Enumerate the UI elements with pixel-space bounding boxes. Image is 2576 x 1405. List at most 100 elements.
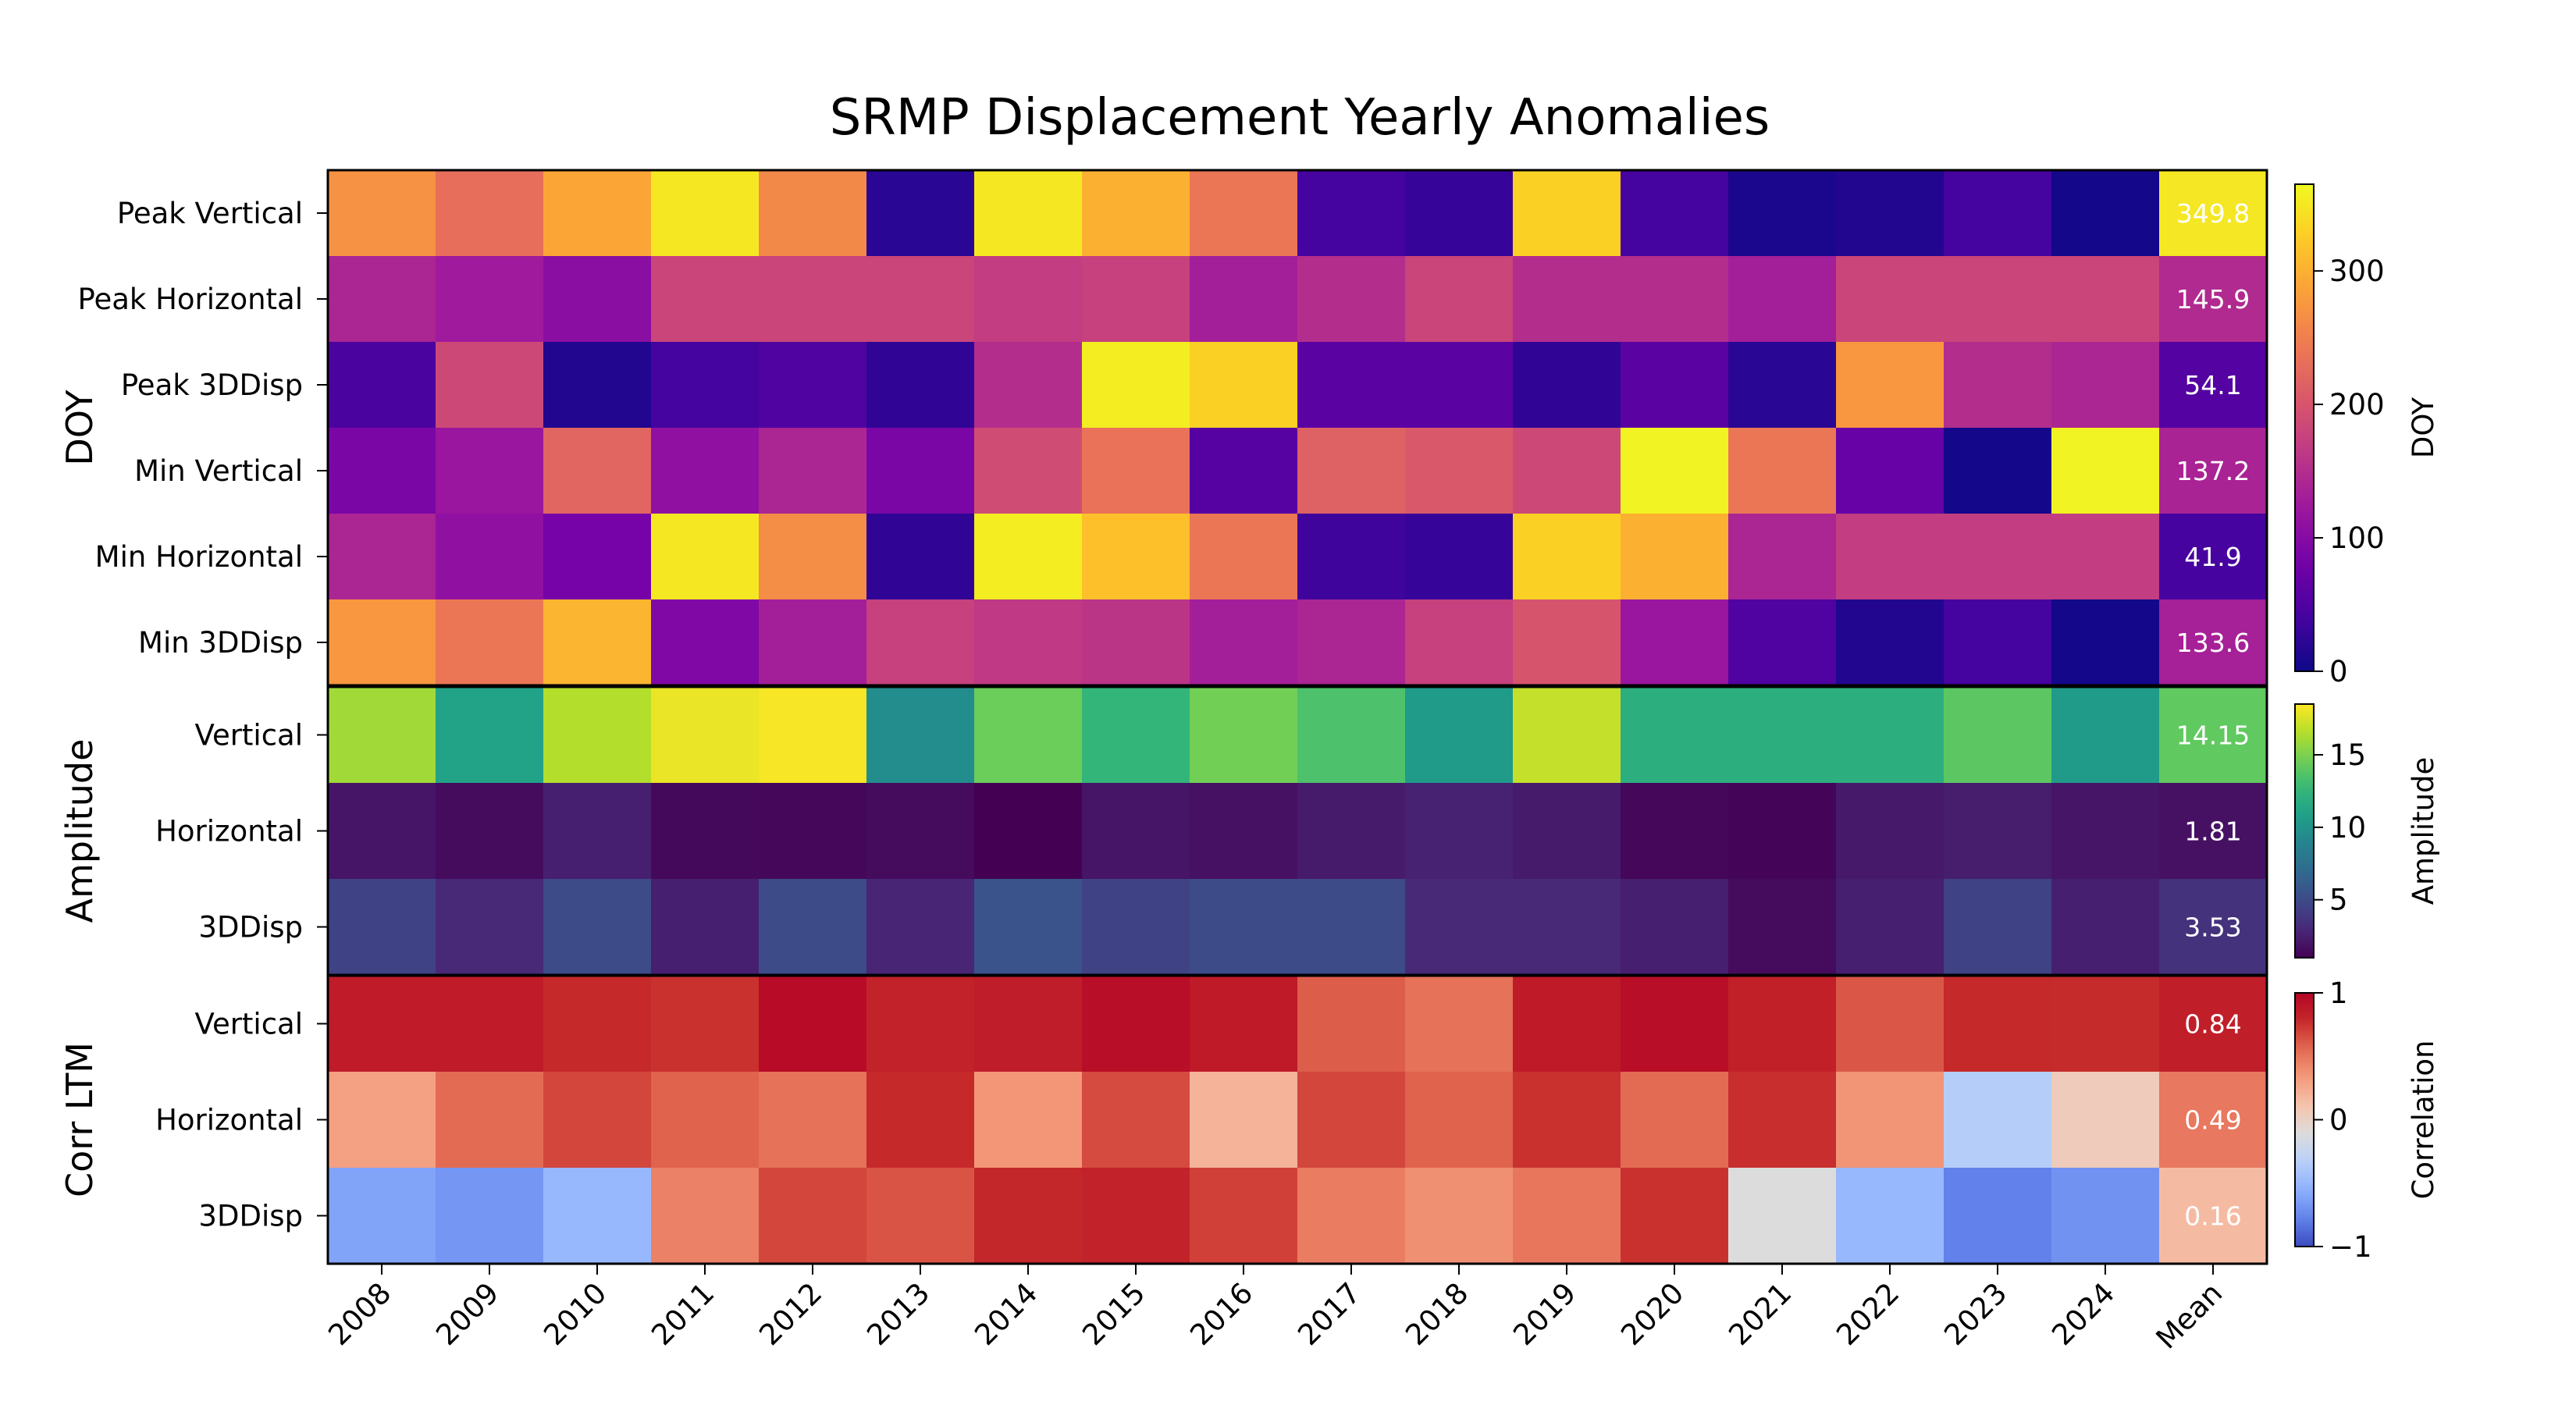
heatmap-cell [1944, 428, 2052, 514]
group-label: Amplitude [59, 739, 101, 923]
heatmap-cell [543, 342, 652, 429]
heatmap-cell [1190, 783, 1298, 880]
heatmap-cell [1082, 879, 1190, 976]
heatmap-cell [328, 687, 436, 784]
heatmap-cell [2051, 428, 2160, 514]
heatmap-cell [974, 256, 1083, 343]
heatmap-cell [1513, 256, 1621, 343]
group-frame [326, 169, 2268, 687]
mean-value-label: 137.2 [2176, 456, 2250, 486]
heatmap-cell [543, 428, 652, 514]
heatmap-cell [436, 514, 544, 600]
heatmap-cell [1513, 1168, 1621, 1264]
heatmap-cell [759, 256, 867, 343]
row-label: Vertical [195, 1008, 304, 1041]
group-label: DOY [59, 389, 101, 465]
heatmap-cell-mean [2159, 1168, 2268, 1264]
heatmap-cell-mean [2159, 514, 2268, 600]
group-label: Corr LTM [59, 1042, 101, 1197]
heatmap-cell [1836, 976, 1944, 1072]
heatmap-cell [651, 256, 760, 343]
row-label: 3DDisp [198, 1200, 303, 1233]
heatmap-cell [328, 428, 436, 514]
heatmap-cell [1405, 170, 1514, 257]
heatmap-cell [1513, 1072, 1621, 1168]
heatmap-cell [543, 879, 652, 976]
heatmap-cell [2051, 1072, 2160, 1168]
heatmap-cell [1082, 1072, 1190, 1168]
heatmap-cell [1082, 783, 1190, 880]
heatmap-cell [651, 1168, 760, 1264]
heatmap-cell [328, 1168, 436, 1264]
heatmap-cell [759, 1072, 867, 1168]
heatmap-cell [2051, 783, 2160, 880]
heatmap-cell [651, 783, 760, 880]
heatmap-cell [1405, 1168, 1514, 1264]
heatmap-cell [436, 879, 544, 976]
heatmap-cell [651, 170, 760, 257]
colorbar-tick-label: 15 [2329, 738, 2366, 772]
mean-value-label: 1.81 [2184, 816, 2241, 847]
heatmap-cell [1190, 428, 1298, 514]
mean-value-label: 349.8 [2176, 198, 2250, 229]
colorbar-tick-label: 10 [2329, 811, 2366, 845]
heatmap-cell [759, 599, 867, 686]
heatmap-cell [543, 976, 652, 1072]
row-label: Peak 3DDisp [121, 368, 303, 402]
heatmap-cell [1944, 170, 2052, 257]
heatmap-cell [2051, 256, 2160, 343]
heatmap-cell [1621, 170, 1729, 257]
heatmap-cell-mean [2159, 256, 2268, 343]
heatmap-cell [1513, 428, 1621, 514]
heatmap-cell [1297, 256, 1406, 343]
heatmap-cell [1190, 514, 1298, 600]
heatmap-cell [328, 342, 436, 429]
heatmap-cell [759, 687, 867, 784]
heatmap-cell [1297, 879, 1406, 976]
heatmap-cell [1297, 1168, 1406, 1264]
heatmap-cell [436, 256, 544, 343]
colorbar-tick-label: 0 [2329, 655, 2348, 688]
heatmap-cell [866, 687, 975, 784]
column-label: 2016 [1183, 1276, 1259, 1352]
heatmap-cell [1944, 342, 2052, 429]
heatmap-cell [1405, 1072, 1514, 1168]
mean-value-label: 145.9 [2176, 284, 2250, 315]
heatmap-cell [1621, 976, 1729, 1072]
heatmap-cell-mean [2159, 428, 2268, 514]
heatmap-cell [1621, 599, 1729, 686]
heatmap-cell [436, 599, 544, 686]
heatmap-cell-mean [2159, 879, 2268, 976]
heatmap-cell [1944, 879, 2052, 976]
heatmap-cell [974, 1168, 1083, 1264]
heatmap-cell [1513, 514, 1621, 600]
column-label: 2015 [1076, 1276, 1151, 1352]
heatmap-cell [328, 514, 436, 600]
colorbar-tick-label: 300 [2329, 254, 2385, 288]
heatmap-cell [974, 342, 1083, 429]
heatmap-cell [2051, 170, 2160, 257]
heatmap-cell [2051, 514, 2160, 600]
heatmap-cell-mean [2159, 599, 2268, 686]
column-label: 2023 [1937, 1276, 2013, 1352]
heatmap-cell [1836, 879, 1944, 976]
heatmap-cell [1728, 256, 1837, 343]
heatmap-cell [543, 1072, 652, 1168]
heatmap-cell [866, 599, 975, 686]
heatmap-cell [436, 342, 544, 429]
heatmap-cell [543, 170, 652, 257]
heatmap-cell [1405, 783, 1514, 880]
row-label: Peak Vertical [117, 197, 303, 230]
column-label: 2022 [1830, 1276, 1905, 1352]
heatmap-cell [1513, 599, 1621, 686]
column-label: 2014 [968, 1276, 1044, 1352]
heatmap-cell [1190, 256, 1298, 343]
heatmap-cell [974, 783, 1083, 880]
heatmap-cell [1190, 170, 1298, 257]
heatmap-cell [1082, 687, 1190, 784]
heatmap-cell [866, 342, 975, 429]
heatmap-cell [1082, 428, 1190, 514]
heatmap-cell [1728, 170, 1837, 257]
heatmap-cell [1728, 428, 1837, 514]
column-label: 2017 [1291, 1276, 1367, 1352]
